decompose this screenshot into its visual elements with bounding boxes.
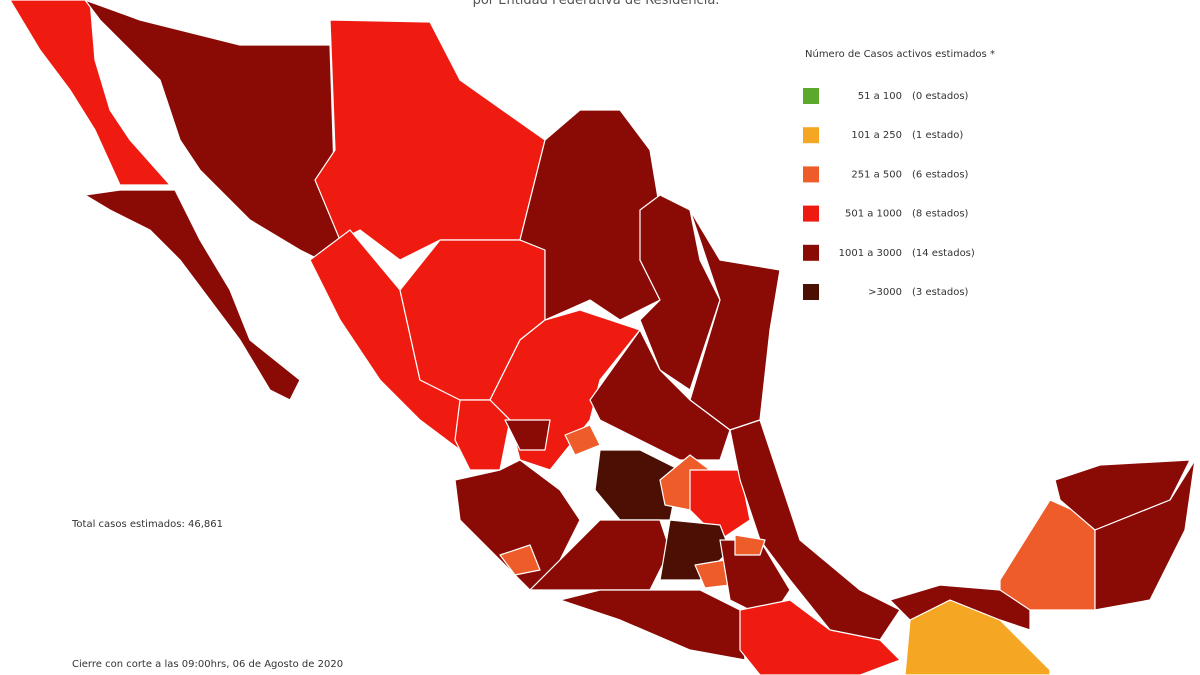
legend-count: (8 estados) [912, 209, 969, 220]
legend-count: (1 estado) [912, 130, 963, 141]
state [589, 329, 731, 461]
state [729, 419, 901, 641]
state [689, 469, 751, 541]
state [9, 0, 171, 186]
state [639, 194, 721, 391]
state [1094, 459, 1196, 611]
footer-note: Cierre con corte a las 09:00hrs, 06 de A… [72, 659, 343, 670]
mexico-map [9, 0, 1196, 675]
legend-swatch [803, 166, 819, 183]
legend: 51 a 100 (0 estados) 101 a 250 (1 estado) 25… [803, 88, 975, 300]
legend-range: 51 a 100 [858, 91, 902, 102]
legend-range: 101 a 250 [851, 130, 902, 141]
legend-range: >3000 [868, 287, 902, 298]
legend-swatch [803, 88, 819, 104]
legend-range: 1001 a 3000 [839, 248, 902, 259]
legend-count: (3 estados) [912, 287, 969, 298]
legend-swatch [803, 244, 819, 261]
total-cases: Total casos estimados: 46,861 [71, 519, 223, 530]
state [739, 599, 901, 675]
state [84, 189, 301, 401]
title: por Entidad Federativa de Residencia. [473, 0, 720, 8]
state [734, 534, 766, 556]
legend-range: 251 a 500 [851, 169, 902, 180]
legend-count: (0 estados) [912, 91, 969, 102]
state [314, 19, 546, 261]
state [84, 0, 341, 261]
legend-swatch [803, 284, 819, 300]
state [499, 544, 541, 576]
legend-swatch [803, 127, 819, 144]
legend-title: Número de Casos activos estimados * [805, 48, 995, 60]
state [559, 589, 746, 661]
legend-count: (14 estados) [912, 248, 975, 259]
state [564, 424, 601, 456]
legend-range: 501 a 1000 [845, 209, 902, 220]
state [454, 459, 581, 591]
state [889, 584, 1031, 631]
legend-count: (6 estados) [912, 169, 969, 180]
legend-swatch [803, 205, 819, 222]
state [504, 419, 551, 451]
